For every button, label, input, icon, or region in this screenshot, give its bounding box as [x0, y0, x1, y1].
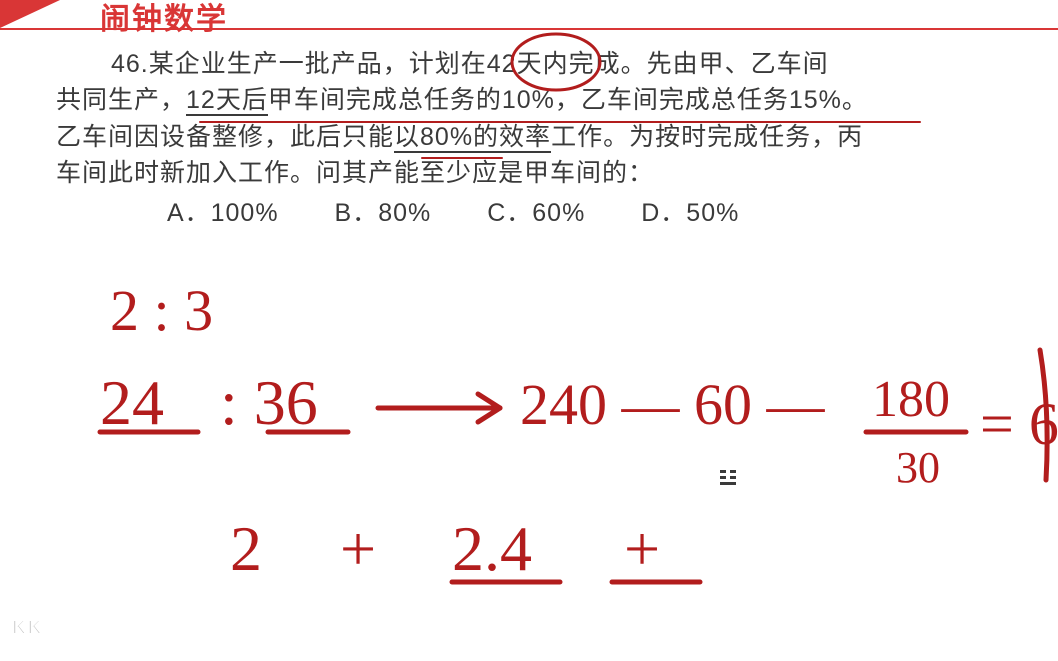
recorder-watermark: 录制工具 KK 录像机: [12, 595, 112, 639]
option-c: C．60%: [487, 195, 585, 231]
option-b: B．80%: [335, 195, 432, 231]
problem-body: 46.某企业生产一批产品，计划在42天内完成。先由甲、乙车间 共同生产，12天后…: [56, 46, 1018, 191]
q-l3c: 工作。为按时完成任务，丙: [551, 123, 863, 151]
q-l2b: 12天后: [186, 86, 268, 116]
q-l2a: 共同生产，: [56, 86, 186, 114]
header-accent: [0, 0, 60, 28]
recorder-watermark-l2: KK 录像机: [12, 617, 112, 639]
q-l3b: 以80%的效率: [394, 123, 551, 153]
option-a: A．100%: [167, 195, 279, 231]
options-row: A．100% B．80% C．60% D．50%: [56, 195, 1018, 231]
problem-block: 46.某企业生产一批产品，计划在42天内完成。先由甲、乙车间 共同生产，12天后…: [56, 46, 1018, 231]
q-l1b: 在42天: [461, 50, 543, 78]
q-l2c: 甲车间完成总任务的10%，乙车间完成总任务15%: [268, 86, 842, 114]
q-l4: 车间此时新加入工作。问其产能至少应是甲车间的：: [56, 159, 654, 187]
q-l2d: 。: [842, 86, 868, 114]
option-d: D．50%: [641, 195, 739, 231]
q-l3a: 乙车间因设备整修，此后只能: [56, 123, 394, 151]
recorder-watermark-l1: 录制工具: [12, 595, 112, 617]
q-l1a: 某企业生产一批产品，计划: [149, 50, 461, 78]
q-l1c: 内完成。先由甲、乙车间: [543, 50, 829, 78]
page-title: 闹钟数学: [100, 0, 228, 38]
q-number: 46.: [111, 50, 149, 78]
